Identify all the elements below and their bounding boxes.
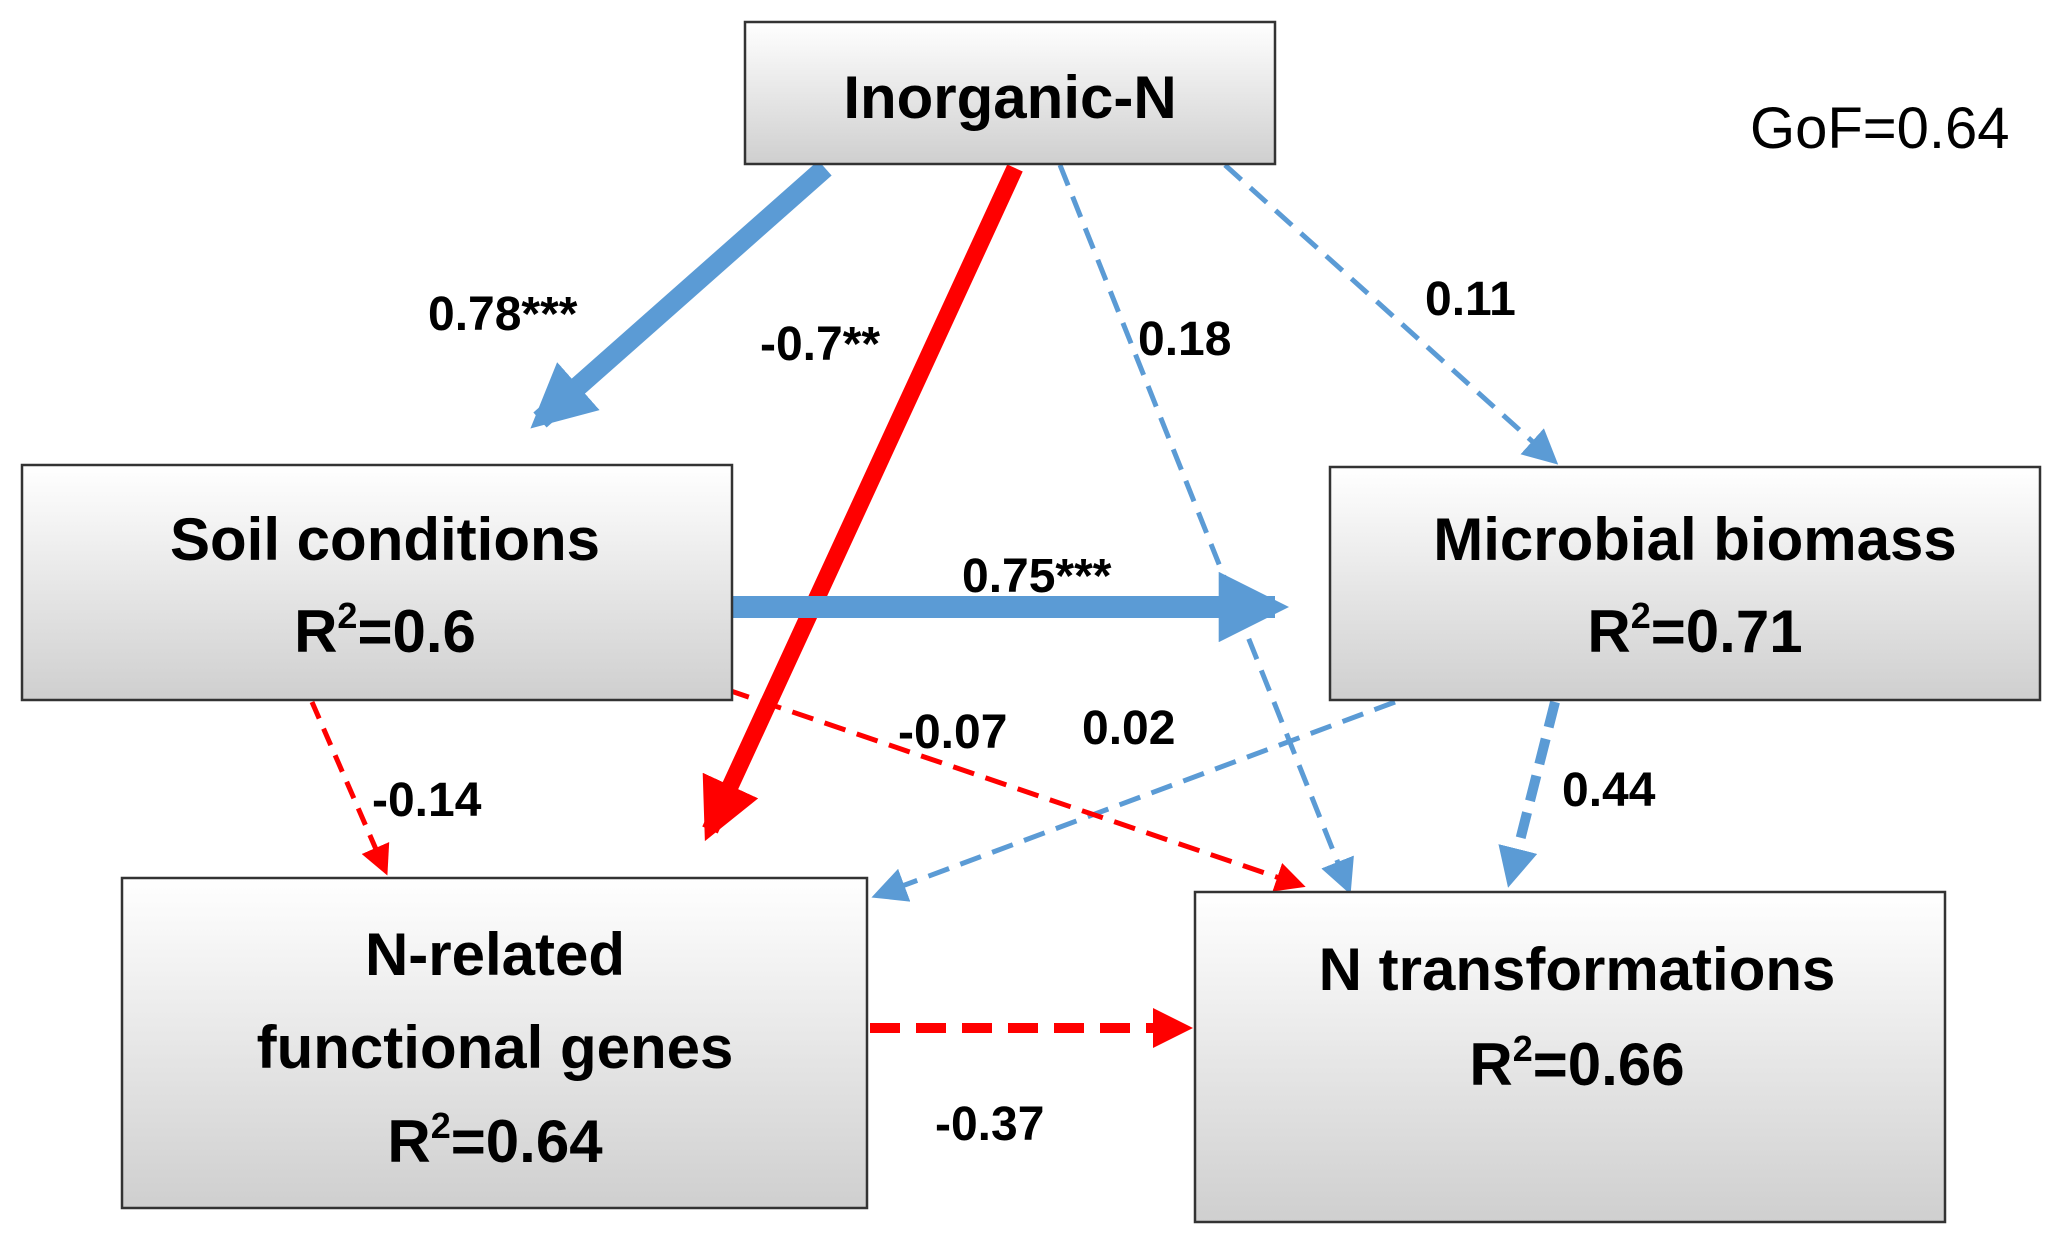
node-soil-conditions: Soil conditions R2=0.6 <box>20 463 734 702</box>
node-microbial-biomass: Microbial biomass R2=0.71 <box>1328 465 2042 702</box>
coef-inorganic-to-genes: -0.7** <box>760 318 880 371</box>
coef-soil-to-transformations: -0.07 <box>898 706 1007 759</box>
edges <box>309 160 1560 1048</box>
node-soil-conditions-r2: R2=0.6 <box>294 595 476 665</box>
node-inorganic-n-label: Inorganic-N <box>843 64 1176 131</box>
edge-inorganic-to-transformations <box>1057 164 1354 895</box>
coef-inorganic-to-microbial: 0.11 <box>1425 273 1516 326</box>
coef-soil-to-microbial: 0.75*** <box>962 550 1112 603</box>
coef-microbial-to-transformations: 0.44 <box>1562 764 1656 817</box>
edge-inorganic-to-microbial <box>1223 163 1559 465</box>
node-n-transformations-r2: R2=0.66 <box>1469 1028 1684 1098</box>
edge-labels: 0.78*** -0.7** 0.18 0.11 0.75*** -0.14 -… <box>372 273 1656 1151</box>
edge-soil-to-genes <box>309 701 390 876</box>
coef-inorganic-to-soil: 0.78*** <box>428 288 578 341</box>
coef-genes-to-transformations: -0.37 <box>935 1098 1044 1151</box>
node-n-transformations-label: N transformations <box>1319 936 1836 1003</box>
edge-inorganic-to-genes <box>702 164 1023 842</box>
coef-inorganic-to-transformations: 0.18 <box>1138 313 1231 366</box>
node-n-related-functional-genes: N-related functional genes R2=0.64 <box>120 876 869 1210</box>
node-soil-conditions-label: Soil conditions <box>170 506 600 573</box>
node-genes-label-line2: functional genes <box>257 1014 734 1081</box>
node-genes-label-line1: N-related <box>365 921 625 988</box>
coef-microbial-to-genes: 0.02 <box>1082 702 1175 755</box>
node-microbial-biomass-label: Microbial biomass <box>1433 506 1956 573</box>
gof-label: GoF=0.64 <box>1750 96 2010 161</box>
coef-soil-to-genes: -0.14 <box>372 774 482 827</box>
edge-microbial-to-genes <box>871 699 1396 902</box>
edge-inorganic-to-soil <box>530 160 832 429</box>
edge-soil-to-transformations <box>727 687 1306 892</box>
node-inorganic-n: Inorganic-N <box>743 20 1277 166</box>
node-genes-r2: R2=0.64 <box>387 1105 603 1175</box>
edge-microbial-to-transformations <box>1498 700 1560 888</box>
node-n-transformations: N transformations R2=0.66 <box>1193 890 1947 1224</box>
node-microbial-biomass-r2: R2=0.71 <box>1587 595 1802 665</box>
